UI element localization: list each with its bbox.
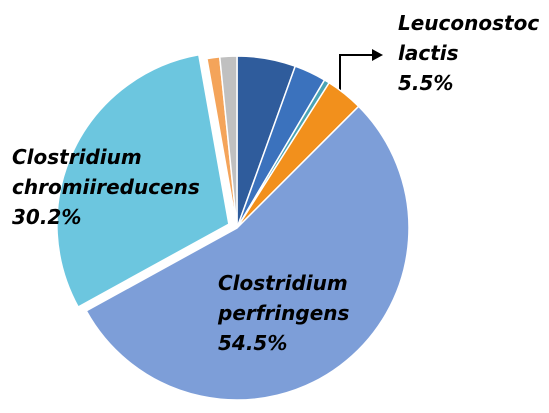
pie-slice [85,105,410,401]
category-label: Leuconostoc lactis [398,11,540,65]
slice-label: Clostridium chromiireducens 30.2% [12,142,212,232]
leader-arrow [372,49,383,61]
slice-label: Leuconostoc lactis 5.5% [398,8,548,98]
value-label: 54.5% [218,331,288,355]
slice-label: Clostridium perfringens 54.5% [218,268,388,358]
category-label: Clostridium perfringens [218,271,350,325]
category-label: Clostridium chromiireducens [12,145,200,199]
pie-slice [56,53,230,308]
value-label: 5.5% [398,71,454,95]
leader-line [339,54,372,100]
pie-slice [218,55,238,229]
value-label: 30.2% [12,205,82,229]
